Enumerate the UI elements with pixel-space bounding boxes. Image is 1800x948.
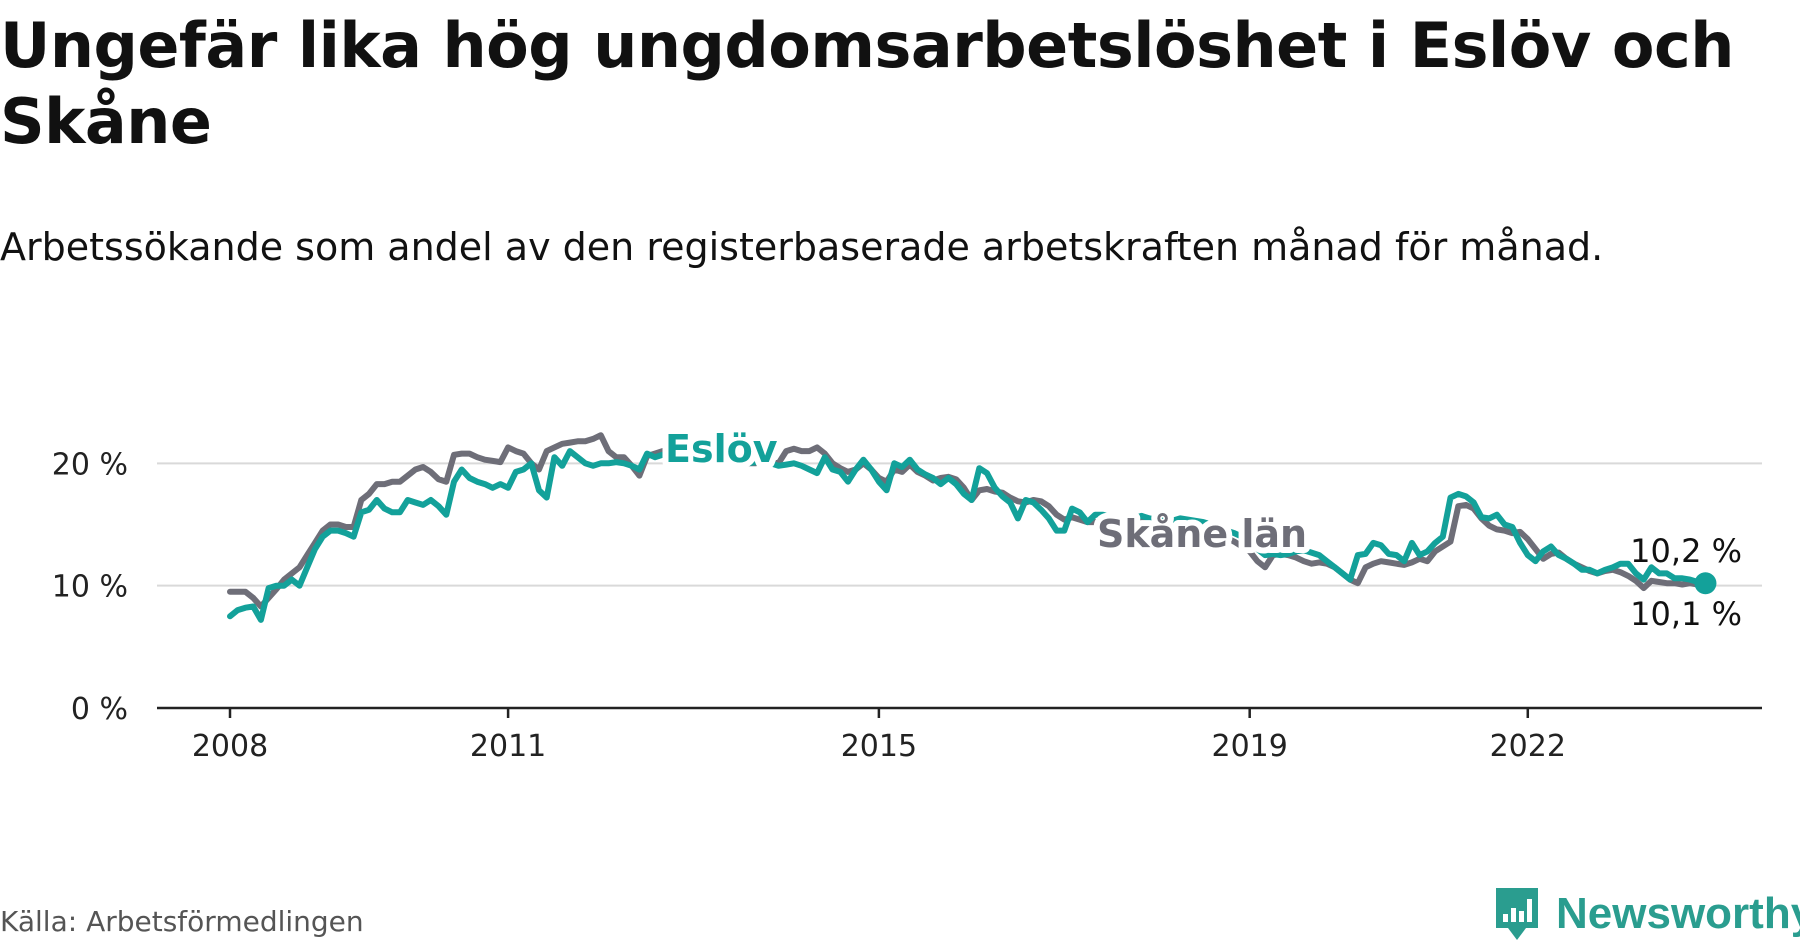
brand-logo[interactable]: Newsworthy bbox=[1492, 884, 1800, 944]
newsworthy-logo-icon bbox=[1496, 888, 1538, 940]
y-tick-label: 0 % bbox=[71, 692, 128, 727]
series-lines bbox=[227, 432, 1709, 623]
series-line-skane bbox=[227, 432, 1709, 610]
series-label-eslov: Eslöv bbox=[665, 427, 778, 471]
y-tick-label: 10 % bbox=[52, 570, 128, 605]
x-tick-label: 2011 bbox=[470, 729, 546, 764]
y-tick-label: 20 % bbox=[52, 447, 128, 482]
series-label-skane: Skåne län bbox=[1097, 512, 1307, 556]
x-tick-label: 2022 bbox=[1490, 729, 1566, 764]
y-axis: 0 % 10 % 20 % bbox=[52, 447, 128, 727]
x-axis: 2008 2011 2015 2019 2022 bbox=[157, 706, 1762, 764]
chart-title: Ungefär lika hög ungdomsarbetslöshet i E… bbox=[0, 9, 1734, 158]
x-tick-label: 2019 bbox=[1212, 729, 1288, 764]
series-annotations: 10,2 % 10,1 % Eslöv Skåne län bbox=[659, 421, 1742, 633]
grid-lines bbox=[157, 462, 1762, 587]
end-label-eslov: 10,2 % bbox=[1630, 532, 1742, 570]
end-label-skane: 10,1 % bbox=[1630, 595, 1742, 633]
source-note: Källa: Arbetsförmedlingen bbox=[0, 905, 364, 938]
x-tick-label: 2015 bbox=[841, 729, 917, 764]
series-line-eslov bbox=[227, 448, 1709, 623]
x-tick-label: 2008 bbox=[192, 729, 268, 764]
chart-subtitle: Arbetssökande som andel av den registerb… bbox=[0, 225, 1604, 269]
end-point-eslov bbox=[1694, 572, 1717, 595]
brand-name: Newsworthy bbox=[1556, 889, 1800, 938]
